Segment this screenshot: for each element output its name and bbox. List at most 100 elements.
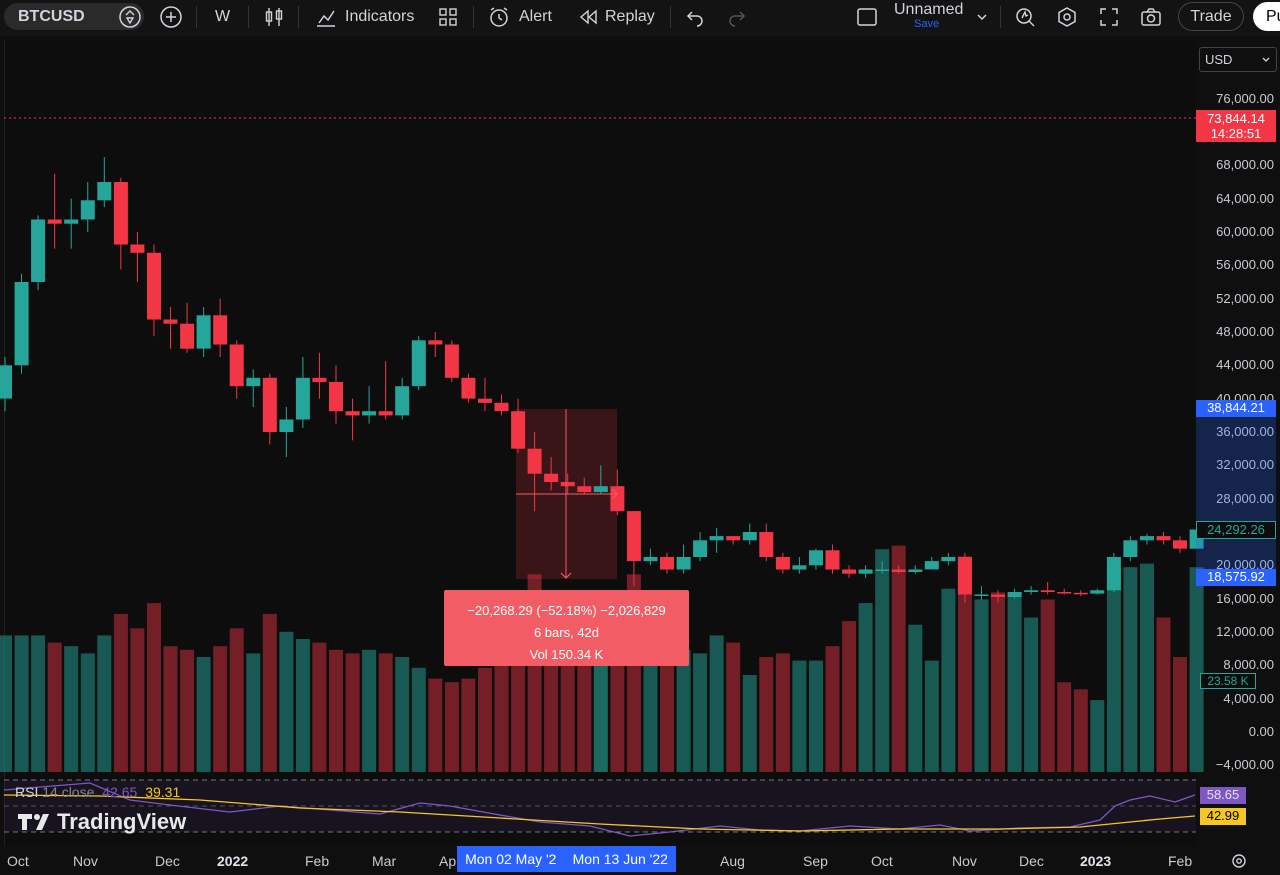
measure-axis-range xyxy=(1196,408,1276,577)
bar-countdown: 14:28:51 xyxy=(1210,126,1262,141)
price-axis-label: 52,000.00 xyxy=(1216,290,1274,306)
rsi-ma-value: 39.31 xyxy=(145,784,181,800)
candle-body xyxy=(1156,536,1171,541)
rsi-legend[interactable]: RSI 14 close 42.65 39.31 xyxy=(15,784,180,800)
volume-bar xyxy=(792,660,807,772)
time-axis-label: Sep xyxy=(803,853,828,869)
candle-body xyxy=(295,377,310,420)
candle-body xyxy=(593,486,608,492)
time-axis-label: 2022 xyxy=(217,853,249,869)
candle-body xyxy=(974,594,989,596)
tradingview-logo[interactable]: TradingView xyxy=(17,809,186,835)
candle-body xyxy=(14,282,29,366)
volume-bar xyxy=(957,556,972,772)
time-axis-label: Ap xyxy=(439,853,457,869)
settings-icon[interactable] xyxy=(1056,0,1078,33)
volume-bar xyxy=(759,657,774,772)
tv-logo-text: TradingView xyxy=(57,809,187,834)
axis-settings-icon[interactable] xyxy=(1230,852,1248,875)
replay-icon[interactable] xyxy=(578,0,598,33)
rsi-ma-value-tag: 42.99 xyxy=(1200,808,1246,825)
volume-bar xyxy=(858,603,873,772)
price-axis-label: 32,000.00 xyxy=(1216,457,1274,473)
camera-icon[interactable] xyxy=(1140,0,1162,33)
current-close-tag: 24,292.26 xyxy=(1196,521,1276,539)
alert-button[interactable]: Alert xyxy=(519,7,552,25)
layout-checkbox-icon[interactable] xyxy=(856,0,878,33)
interval-button[interactable]: W xyxy=(215,7,231,25)
quick-search-icon[interactable] xyxy=(1014,0,1036,33)
price-axis-label: 20,000.00 xyxy=(1216,557,1274,573)
candle-body xyxy=(97,182,112,201)
price-axis-label: 44,000.00 xyxy=(1216,357,1274,373)
price-axis-label: 36,000.00 xyxy=(1216,423,1274,439)
volume-bar xyxy=(577,657,592,772)
time-axis-label: Dec xyxy=(1019,853,1044,869)
time-axis-label: Aug xyxy=(720,853,745,869)
volume-bar xyxy=(213,646,228,772)
undo-icon[interactable] xyxy=(685,0,705,33)
measure-arrow-down xyxy=(560,572,572,579)
candle-body xyxy=(527,448,542,474)
volume-bar xyxy=(775,653,790,772)
volume-bar xyxy=(1090,700,1105,772)
candle-body xyxy=(345,411,360,416)
candle-body xyxy=(676,557,691,570)
alert-icon[interactable] xyxy=(487,0,511,33)
time-axis-label: Mar xyxy=(372,853,397,869)
measure-bottom-tag: 18,575.92 xyxy=(1196,569,1276,586)
chevron-down-icon xyxy=(1262,57,1270,62)
candle-body xyxy=(825,550,840,570)
candle-body xyxy=(1073,592,1088,595)
fullscreen-icon[interactable] xyxy=(1098,0,1120,33)
candle-body xyxy=(1007,592,1022,597)
add-symbol-icon[interactable] xyxy=(159,0,183,33)
candle-body xyxy=(809,550,823,566)
candles-icon[interactable] xyxy=(263,0,285,33)
candle-body xyxy=(213,315,228,345)
replay-button[interactable]: Replay xyxy=(605,7,655,25)
layout-name[interactable]: Unnamed xyxy=(894,1,964,18)
compare-icon[interactable] xyxy=(118,0,142,33)
currency-label: USD xyxy=(1205,52,1233,67)
currency-select[interactable]: USD xyxy=(1199,47,1277,72)
indicators-button[interactable]: Indicators xyxy=(345,7,415,25)
volume-bar xyxy=(842,621,857,772)
measure-volume: Vol 150.34 K xyxy=(529,647,604,662)
candle-body xyxy=(1106,557,1121,591)
volume-bar xyxy=(825,646,840,772)
time-axis-label: Oct xyxy=(7,853,29,869)
layouts-icon[interactable] xyxy=(437,0,459,33)
volume-bar xyxy=(742,675,757,772)
trade-button[interactable]: Trade xyxy=(1178,2,1244,31)
candle-body xyxy=(908,569,923,572)
volume-bar xyxy=(411,667,426,772)
publish-button[interactable]: Pu xyxy=(1253,2,1280,31)
volume-bar xyxy=(1156,617,1171,772)
candle-body xyxy=(759,532,774,557)
symbol-label[interactable]: BTCUSD xyxy=(18,7,85,25)
chevron-down-icon[interactable] xyxy=(975,0,989,33)
candle-body xyxy=(1057,592,1072,594)
candle-body xyxy=(80,200,95,220)
rsi-value: 42.65 xyxy=(102,784,138,800)
rsi-value-tag: 58.65 xyxy=(1200,787,1246,804)
price-axis-label: 68,000.00 xyxy=(1216,157,1274,173)
rsi-params: 14 close xyxy=(42,784,95,800)
volume-bar xyxy=(1189,567,1204,772)
candle-body xyxy=(428,340,443,345)
candle-body xyxy=(494,402,509,412)
candle-body xyxy=(875,569,890,571)
redo-icon[interactable] xyxy=(727,0,747,33)
candle-body xyxy=(726,536,741,541)
volume-bar xyxy=(1057,682,1072,772)
candle-body xyxy=(246,377,261,387)
save-link[interactable]: Save xyxy=(914,18,940,30)
candle-body xyxy=(792,565,807,570)
price-axis-label: 4,000.00 xyxy=(1223,690,1274,706)
price-axis-label: 8,000.00 xyxy=(1223,657,1274,673)
indicators-icon[interactable] xyxy=(315,0,337,33)
volume-bar xyxy=(31,635,46,772)
price-axis-label: 64,000.00 xyxy=(1216,190,1274,206)
